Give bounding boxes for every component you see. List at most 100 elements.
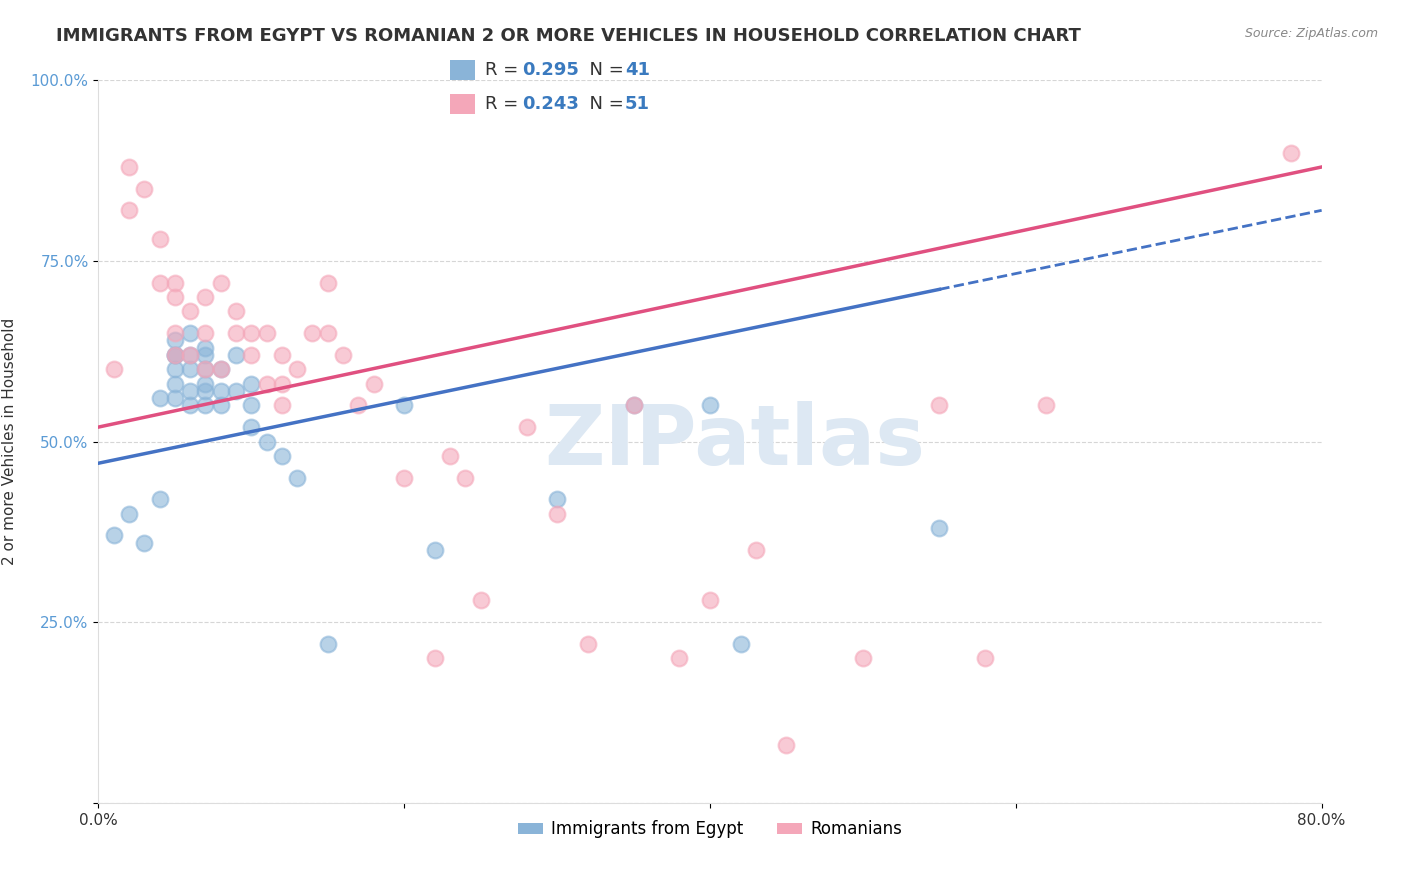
Point <box>194 341 217 355</box>
Point <box>332 348 354 362</box>
Point <box>256 434 278 449</box>
Point <box>149 276 172 290</box>
Point <box>163 334 186 348</box>
Point <box>209 398 232 412</box>
Point <box>194 348 217 362</box>
Point <box>194 376 217 391</box>
Point <box>149 391 172 405</box>
Point <box>285 362 308 376</box>
Point <box>194 326 217 340</box>
Point <box>240 398 263 412</box>
Point <box>730 637 752 651</box>
FancyBboxPatch shape <box>450 61 475 80</box>
Point <box>576 637 599 651</box>
Point <box>118 203 141 218</box>
Point <box>225 304 247 318</box>
Point <box>316 276 339 290</box>
Point <box>363 376 385 391</box>
Point <box>179 304 201 318</box>
Legend: Immigrants from Egypt, Romanians: Immigrants from Egypt, Romanians <box>512 814 908 845</box>
Point <box>623 398 645 412</box>
Point <box>209 384 232 398</box>
Point <box>270 398 292 412</box>
Point <box>347 398 370 412</box>
Point <box>163 348 186 362</box>
Point <box>163 290 186 304</box>
Text: 0.243: 0.243 <box>522 95 578 112</box>
Point <box>699 398 721 412</box>
Point <box>623 398 645 412</box>
Point <box>699 593 721 607</box>
Point <box>118 160 141 174</box>
Point <box>134 535 156 549</box>
Point <box>285 470 308 484</box>
Point <box>163 326 186 340</box>
Point <box>103 362 125 376</box>
Point <box>149 232 172 246</box>
Point <box>163 376 186 391</box>
Point <box>270 348 292 362</box>
Point <box>225 326 247 340</box>
Point <box>439 449 461 463</box>
Point <box>1035 398 1057 412</box>
Point <box>240 348 263 362</box>
Point <box>974 651 997 665</box>
Point <box>316 326 339 340</box>
Text: 51: 51 <box>624 95 650 112</box>
Point <box>149 492 172 507</box>
Text: 41: 41 <box>624 62 650 79</box>
Point <box>118 507 141 521</box>
Point <box>928 398 950 412</box>
Point <box>392 470 416 484</box>
Point <box>209 276 232 290</box>
Point <box>179 348 201 362</box>
Point <box>470 593 492 607</box>
Point <box>928 521 950 535</box>
Point <box>240 376 263 391</box>
Point <box>392 398 416 412</box>
Point <box>225 384 247 398</box>
Point <box>103 528 125 542</box>
Point <box>301 326 323 340</box>
Point <box>225 348 247 362</box>
Point <box>516 420 538 434</box>
Point <box>179 384 201 398</box>
Point <box>209 362 232 376</box>
FancyBboxPatch shape <box>450 94 475 114</box>
Point <box>179 348 201 362</box>
Point <box>163 391 186 405</box>
Point <box>454 470 477 484</box>
Point <box>256 376 278 391</box>
Point <box>194 362 217 376</box>
Point <box>163 276 186 290</box>
Point <box>240 326 263 340</box>
Point <box>256 326 278 340</box>
Text: N =: N = <box>578 95 630 112</box>
Point <box>163 362 186 376</box>
Text: R =: R = <box>485 95 523 112</box>
Point <box>194 362 217 376</box>
Text: Source: ZipAtlas.com: Source: ZipAtlas.com <box>1244 27 1378 40</box>
Point <box>270 449 292 463</box>
Point <box>423 651 446 665</box>
Point <box>194 290 217 304</box>
Point <box>179 326 201 340</box>
Point <box>745 542 768 557</box>
Point <box>668 651 690 665</box>
Point <box>179 362 201 376</box>
Text: N =: N = <box>578 62 630 79</box>
Point <box>240 420 263 434</box>
Point <box>134 182 156 196</box>
Point <box>209 362 232 376</box>
Text: ZIPatlas: ZIPatlas <box>544 401 925 482</box>
Point <box>194 398 217 412</box>
Y-axis label: 2 or more Vehicles in Household: 2 or more Vehicles in Household <box>1 318 17 566</box>
Point <box>179 398 201 412</box>
Point <box>546 492 568 507</box>
Text: 0.295: 0.295 <box>522 62 578 79</box>
Point <box>163 348 186 362</box>
Point <box>546 507 568 521</box>
Point <box>1279 145 1302 160</box>
Point <box>270 376 292 391</box>
Point <box>194 384 217 398</box>
